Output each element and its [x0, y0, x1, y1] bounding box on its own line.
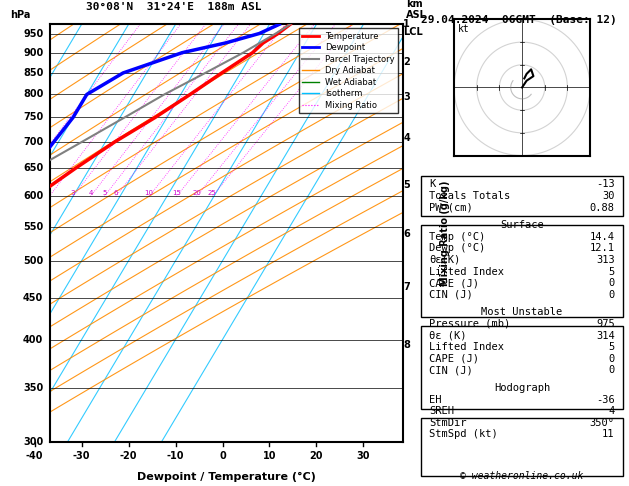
Text: EH: EH — [430, 395, 442, 404]
Text: Lifted Index: Lifted Index — [430, 266, 504, 277]
Text: 0: 0 — [219, 451, 226, 461]
Text: 11: 11 — [602, 430, 615, 439]
Text: kt: kt — [458, 23, 470, 34]
Text: 2: 2 — [403, 57, 410, 67]
Text: θε (K): θε (K) — [430, 330, 467, 341]
Text: 950: 950 — [23, 29, 43, 38]
Text: 25: 25 — [208, 191, 217, 196]
Text: Surface: Surface — [500, 220, 544, 230]
Text: -36: -36 — [596, 395, 615, 404]
Text: 7: 7 — [403, 282, 410, 292]
Text: LCL: LCL — [403, 27, 423, 36]
Text: 30: 30 — [357, 451, 370, 461]
Text: 5: 5 — [608, 266, 615, 277]
Text: 800: 800 — [23, 89, 43, 100]
Text: 4: 4 — [403, 133, 410, 143]
Text: -13: -13 — [596, 179, 615, 189]
Text: 3: 3 — [71, 191, 75, 196]
Text: Mixing Ratio (g/kg): Mixing Ratio (g/kg) — [440, 180, 450, 286]
Text: 900: 900 — [23, 48, 43, 58]
Text: -10: -10 — [167, 451, 184, 461]
Text: 20: 20 — [309, 451, 323, 461]
Text: 700: 700 — [23, 137, 43, 147]
Text: 450: 450 — [23, 294, 43, 303]
Text: Dewp (°C): Dewp (°C) — [430, 243, 486, 253]
Text: 850: 850 — [23, 68, 43, 78]
Text: 0: 0 — [608, 290, 615, 300]
Text: -40: -40 — [26, 451, 43, 461]
Text: Temp (°C): Temp (°C) — [430, 232, 486, 242]
Text: 4: 4 — [88, 191, 92, 196]
Text: CAPE (J): CAPE (J) — [430, 354, 479, 364]
Text: km
ASL: km ASL — [406, 0, 427, 20]
Text: 6: 6 — [113, 191, 118, 196]
Text: K: K — [430, 179, 436, 189]
Text: 4: 4 — [608, 406, 615, 416]
Text: 650: 650 — [23, 163, 43, 173]
Text: 300: 300 — [23, 437, 43, 447]
Text: 30: 30 — [602, 191, 615, 201]
Text: Most Unstable: Most Unstable — [481, 307, 563, 317]
Text: 15: 15 — [172, 191, 181, 196]
Text: 0: 0 — [608, 354, 615, 364]
Text: 750: 750 — [23, 112, 43, 122]
Text: 350: 350 — [23, 382, 43, 393]
Legend: Temperature, Dewpoint, Parcel Trajectory, Dry Adiabat, Wet Adiabat, Isotherm, Mi: Temperature, Dewpoint, Parcel Trajectory… — [299, 29, 398, 113]
Text: 550: 550 — [23, 222, 43, 232]
Text: 5: 5 — [102, 191, 106, 196]
Text: 14.4: 14.4 — [589, 232, 615, 242]
Text: 5: 5 — [608, 342, 615, 352]
Text: 5: 5 — [403, 180, 410, 190]
Text: 1: 1 — [403, 19, 410, 29]
Text: CAPE (J): CAPE (J) — [430, 278, 479, 288]
Text: Totals Totals: Totals Totals — [430, 191, 511, 201]
Text: 10: 10 — [145, 191, 153, 196]
Text: 314: 314 — [596, 330, 615, 341]
Text: θε(K): θε(K) — [430, 255, 460, 265]
Text: 8: 8 — [403, 340, 410, 350]
Text: StmDir: StmDir — [430, 418, 467, 428]
Text: 975: 975 — [596, 319, 615, 329]
Text: 3: 3 — [403, 92, 410, 102]
Text: PW (cm): PW (cm) — [430, 203, 473, 212]
Text: Pressure (mb): Pressure (mb) — [430, 319, 511, 329]
Text: 20: 20 — [192, 191, 201, 196]
Text: Hodograph: Hodograph — [494, 383, 550, 393]
Text: 10: 10 — [263, 451, 276, 461]
Text: -30: -30 — [73, 451, 91, 461]
Text: StmSpd (kt): StmSpd (kt) — [430, 430, 498, 439]
Text: 400: 400 — [23, 335, 43, 345]
Text: 30°08'N  31°24'E  188m ASL: 30°08'N 31°24'E 188m ASL — [86, 2, 262, 12]
Text: 0.88: 0.88 — [589, 203, 615, 212]
Text: 313: 313 — [596, 255, 615, 265]
Text: SREH: SREH — [430, 406, 455, 416]
Text: 6: 6 — [403, 229, 410, 239]
Text: CIN (J): CIN (J) — [430, 290, 473, 300]
Text: hPa: hPa — [10, 10, 31, 20]
Text: CIN (J): CIN (J) — [430, 365, 473, 376]
Text: Lifted Index: Lifted Index — [430, 342, 504, 352]
Text: 12.1: 12.1 — [589, 243, 615, 253]
Text: Dewpoint / Temperature (°C): Dewpoint / Temperature (°C) — [137, 471, 316, 482]
Text: 600: 600 — [23, 191, 43, 202]
Text: 29.04.2024  06GMT  (Base: 12): 29.04.2024 06GMT (Base: 12) — [421, 15, 617, 25]
Text: 0: 0 — [608, 365, 615, 376]
Text: © weatheronline.co.uk: © weatheronline.co.uk — [460, 471, 584, 481]
Text: 0: 0 — [608, 278, 615, 288]
Text: 500: 500 — [23, 256, 43, 266]
Text: -20: -20 — [120, 451, 137, 461]
Text: 350°: 350° — [589, 418, 615, 428]
